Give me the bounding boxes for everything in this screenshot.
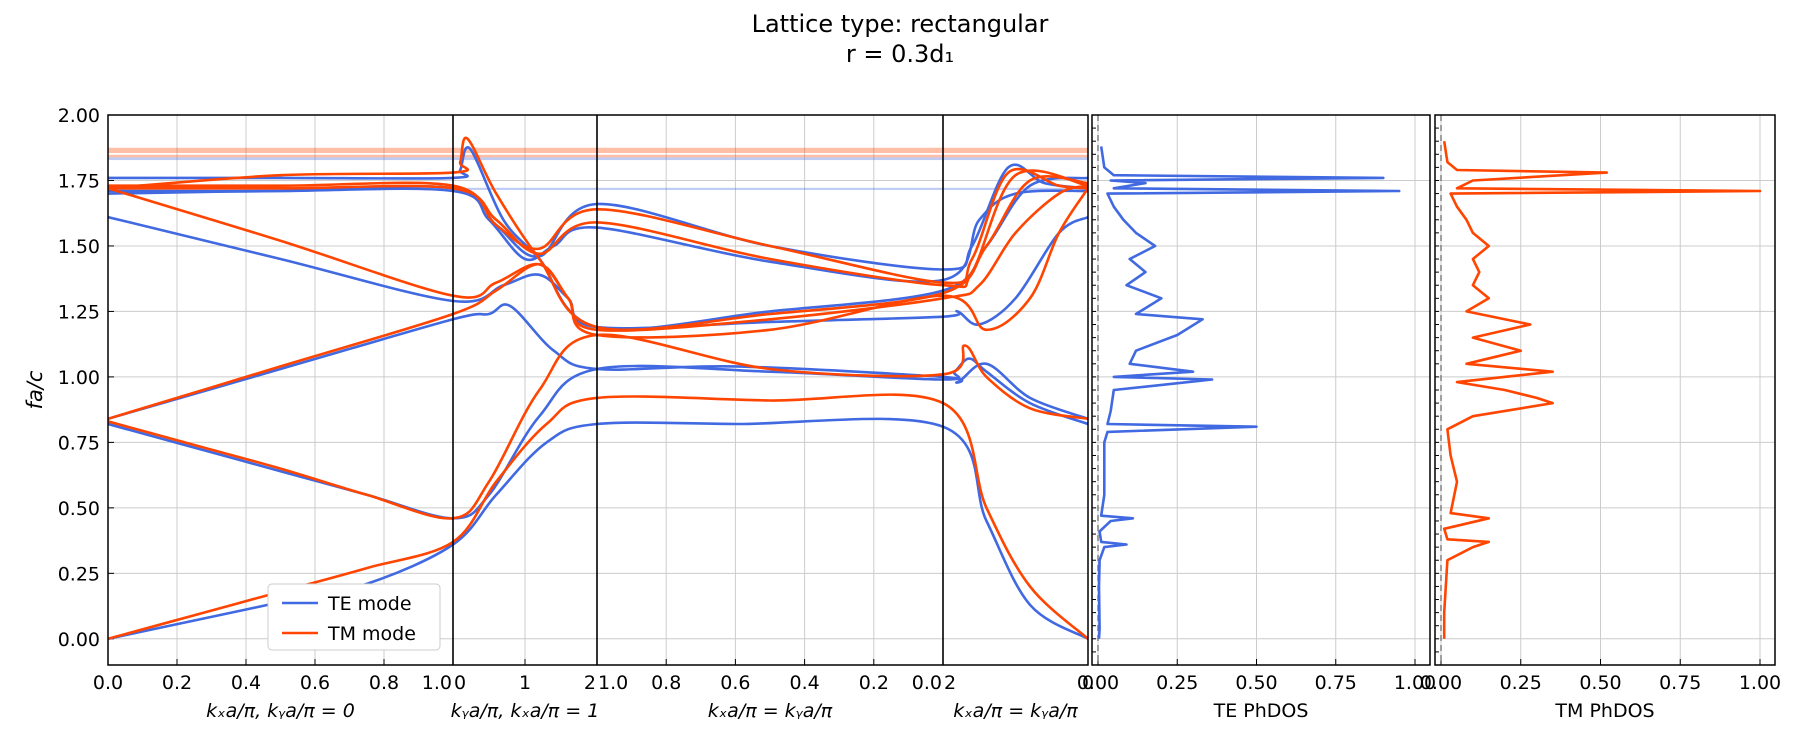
tm-phdos-x-tick-label: 0.75 — [1659, 672, 1701, 694]
x-tick-label: 0.0 — [93, 672, 123, 694]
x-tick-label: 0.4 — [789, 672, 819, 694]
x-tick-label: 0 — [1082, 672, 1094, 694]
y-tick-label: 1.50 — [58, 236, 100, 258]
legend: TE mode TM mode — [267, 583, 441, 651]
tm-phdos-frame — [1434, 114, 1776, 666]
segment-xlabel: kₓa/π, kᵧa/π = 0 — [206, 700, 355, 722]
tm-phdos-x-tick-label: 0.25 — [1500, 672, 1542, 694]
te-phdos-x-axis-label: TE PhDOS — [1213, 700, 1309, 722]
te-phdos-x-tick-label: 1.00 — [1394, 672, 1436, 694]
tm-phdos-x-tick-label: 0.50 — [1579, 672, 1621, 694]
gap-band-tm — [108, 147, 1088, 153]
x-tick-label: 0.8 — [651, 672, 681, 694]
te-phdos-panel: 0.00 0.25 0.50 0.75 1.00 TE PhDOS — [1077, 114, 1436, 722]
segment-xlabel: kₓa/π = kᵧa/π — [953, 700, 1078, 722]
x-tick-label: 0.0 — [912, 672, 942, 694]
band-line-tm-2 — [108, 333, 1088, 520]
y-tick-label: 1.75 — [58, 170, 100, 192]
y-tick-label: 2.00 — [58, 105, 100, 127]
band-line-tm-7 — [108, 136, 1088, 332]
gap-band-tm — [108, 154, 1088, 158]
tm-phdos-x-tick-label: 0.00 — [1420, 672, 1462, 694]
segment-xlabel: kᵧa/π, kₓa/π = 1 — [451, 700, 600, 722]
x-tick-label: 0.6 — [720, 672, 750, 694]
band-line-tm-4 — [108, 184, 1088, 332]
band-line-te-7 — [108, 146, 1088, 331]
te-phdos-x-tick-label: 0.25 — [1156, 672, 1198, 694]
band-line-tm-6 — [108, 167, 1088, 285]
y-tick-label: 0.00 — [58, 629, 100, 651]
band-line-tm-1 — [108, 393, 1088, 641]
y-tick-label: 0.75 — [58, 432, 100, 454]
chart-subtitle: r = 0.3d₁ — [845, 40, 955, 68]
gap-band-te — [108, 187, 1088, 190]
tm-phdos-curve — [1442, 141, 1762, 639]
y-tick-label: 0.50 — [58, 498, 100, 520]
te-phdos-curve — [1097, 146, 1401, 639]
legend-label-tm: TM mode — [327, 623, 416, 645]
y-axis-label: fa/c — [23, 370, 47, 409]
x-tick-label: 2 — [944, 672, 956, 694]
segment-xlabel: kₓa/π = kᵧa/π — [708, 700, 833, 722]
tm-phdos-panel: 0.00 0.25 0.50 0.75 1.00 TM PhDOS — [1420, 114, 1781, 722]
band-curves — [108, 136, 1088, 641]
band-line-te-1 — [108, 417, 1088, 641]
y-tick-label: 1.00 — [58, 367, 100, 389]
te-phdos-frame — [1091, 114, 1431, 666]
x-tick-label: 0.2 — [859, 672, 889, 694]
y-tick-label: 1.25 — [58, 301, 100, 323]
y-tick-label: 0.25 — [58, 563, 100, 585]
chart-title: Lattice type: rectangular — [751, 10, 1049, 38]
x-tick-label: 0.4 — [231, 672, 261, 694]
te-phdos-x-tick-label: 0.00 — [1077, 672, 1119, 694]
band-structure-panel: 0.000.250.500.751.001.251.501.752.000.0 0… — [23, 105, 1094, 722]
x-tick-label: 2 — [584, 672, 596, 694]
x-tick-label: 0.8 — [369, 672, 399, 694]
tm-phdos-x-tick-label: 1.00 — [1739, 672, 1781, 694]
x-tick-label: 1 — [519, 672, 531, 694]
te-phdos-x-tick-label: 0.50 — [1235, 672, 1277, 694]
band-line-te-2 — [108, 357, 1088, 520]
x-tick-label: 0 — [454, 672, 466, 694]
band-frame — [107, 114, 1089, 666]
gap-band-te — [108, 157, 1088, 161]
x-tick-label: 0.2 — [162, 672, 192, 694]
x-tick-label: 0.6 — [300, 672, 330, 694]
x-tick-label: 1.0 — [422, 672, 452, 694]
tm-phdos-x-axis-label: TM PhDOS — [1554, 700, 1654, 722]
legend-label-te: TE mode — [327, 593, 412, 615]
x-tick-label: 1.0 — [598, 672, 628, 694]
band-line-te-5 — [108, 187, 1088, 283]
te-phdos-x-tick-label: 0.75 — [1315, 672, 1357, 694]
